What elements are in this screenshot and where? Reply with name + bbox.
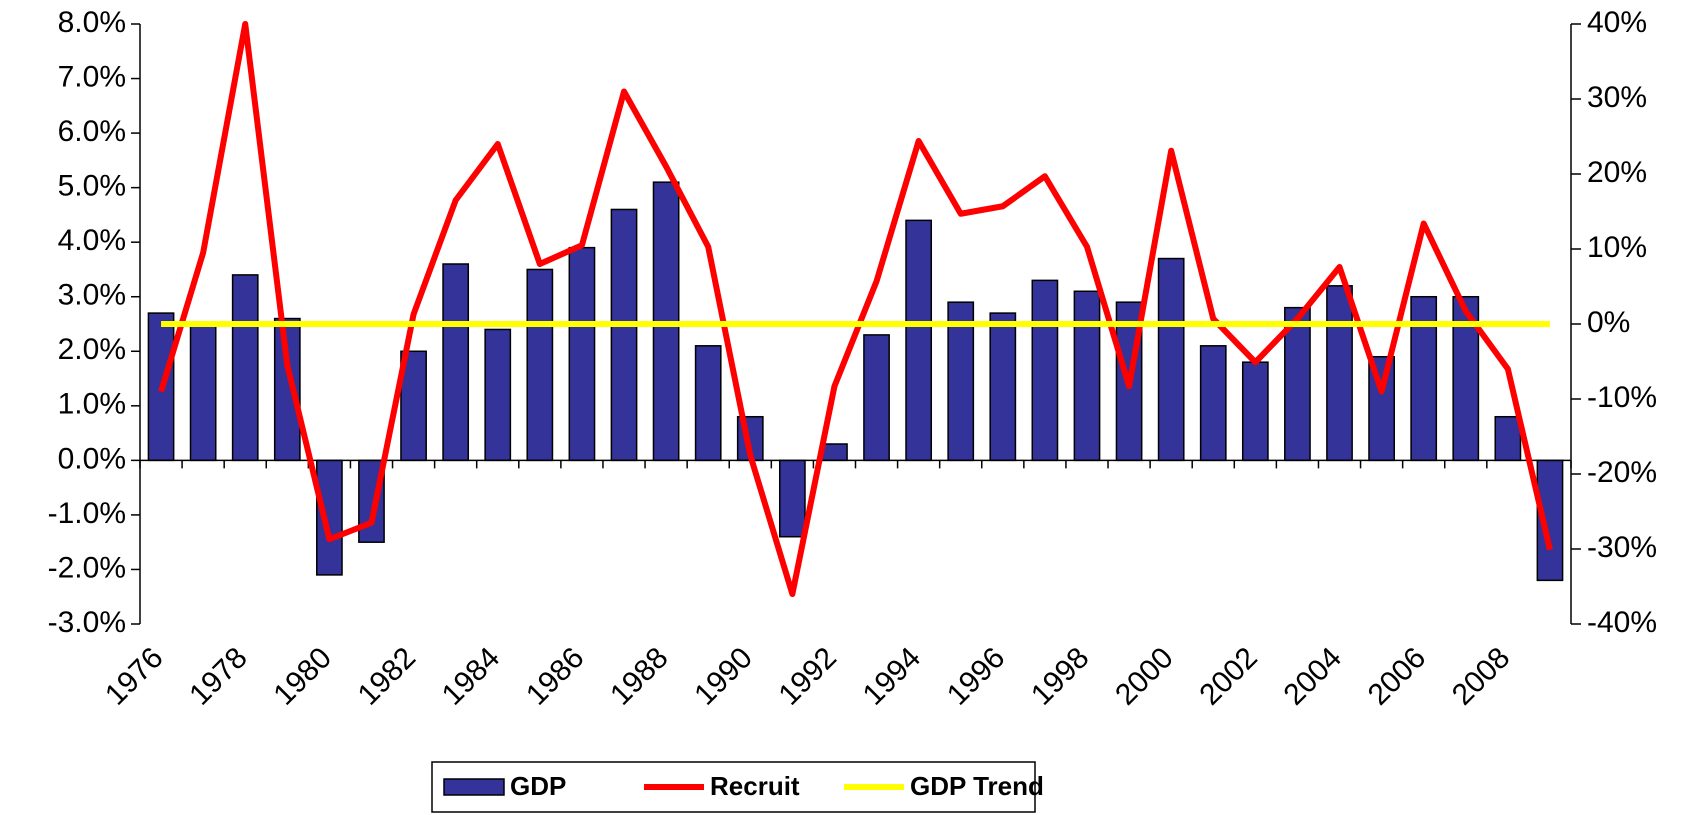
y2-tick-label: 0% (1587, 306, 1630, 339)
x-tick-label: 2008 (1446, 641, 1517, 712)
y2-tick-label: 20% (1587, 156, 1647, 189)
x-tick-label: 1992 (772, 641, 843, 712)
bar (778, 459, 806, 538)
bar (568, 246, 596, 462)
y2-tick-label: 40% (1587, 6, 1647, 39)
x-tick-label: 1994 (857, 641, 928, 712)
x-tick-label: 1984 (436, 641, 507, 712)
bar (1494, 415, 1522, 462)
legend-box (431, 761, 1036, 813)
bar (189, 323, 217, 462)
y-tick-label: 8.0% (58, 6, 126, 39)
bar (610, 208, 638, 462)
y2-tick-label: -20% (1587, 456, 1657, 489)
x-tick-label: 1982 (352, 641, 423, 712)
bar (1199, 345, 1227, 462)
x-tick-label: 1998 (1025, 641, 1096, 712)
x-tick-label: 2006 (1362, 641, 1433, 712)
legend-swatch (443, 778, 505, 796)
bar (442, 263, 470, 462)
x-tick-label: 1990 (688, 641, 759, 712)
bar (1073, 290, 1101, 462)
x-tick-label: 2002 (1193, 641, 1264, 712)
bar (821, 443, 848, 462)
y-tick-label: 5.0% (58, 170, 126, 203)
legend-label: GDP Trend (910, 771, 1044, 801)
x-tick-label: 1996 (941, 641, 1012, 712)
y-tick-label: 3.0% (58, 279, 126, 312)
legend: GDP Recruit GDP Trend (431, 761, 1044, 813)
y-tick-label: 6.0% (58, 115, 126, 148)
y2-tick-label: -30% (1587, 531, 1657, 564)
y2-tick-label: 10% (1587, 231, 1647, 264)
legend-label: GDP (510, 771, 566, 801)
line-series (158, 21, 1553, 597)
x-tick-label: 1976 (99, 641, 170, 712)
y-tick-label: -2.0% (48, 551, 126, 584)
y-tick-label: 4.0% (58, 224, 126, 257)
y-tick-label: 7.0% (58, 60, 126, 93)
y2-tick-label: -40% (1587, 606, 1657, 639)
y2-tick-label: 30% (1587, 81, 1647, 114)
bar (989, 312, 1017, 462)
bar (316, 459, 343, 576)
y-tick-label: 2.0% (58, 333, 126, 366)
bar (231, 274, 259, 462)
y-tick-label: 1.0% (58, 388, 126, 421)
x-tick-label: 1986 (520, 641, 591, 712)
y-tick-label: 0.0% (58, 442, 126, 475)
bar (694, 345, 722, 462)
bar (1241, 361, 1269, 462)
bar (905, 219, 933, 462)
x-tick-label: 1980 (267, 641, 338, 712)
bar (484, 328, 512, 462)
bar (526, 268, 554, 462)
x-tick-label: 1978 (183, 641, 254, 712)
bar (1157, 257, 1185, 462)
x-tick-label: 2000 (1109, 641, 1180, 712)
legend-label: Recruit (710, 771, 800, 801)
y2-tick-label: -10% (1587, 381, 1657, 414)
y-tick-label: -1.0% (48, 497, 126, 530)
bar (1031, 279, 1059, 462)
x-tick-label: 1988 (604, 641, 675, 712)
y-tick-label: -3.0% (48, 606, 126, 639)
bar (1326, 285, 1353, 462)
bar (863, 334, 890, 462)
x-tick-label: 2004 (1278, 641, 1349, 712)
